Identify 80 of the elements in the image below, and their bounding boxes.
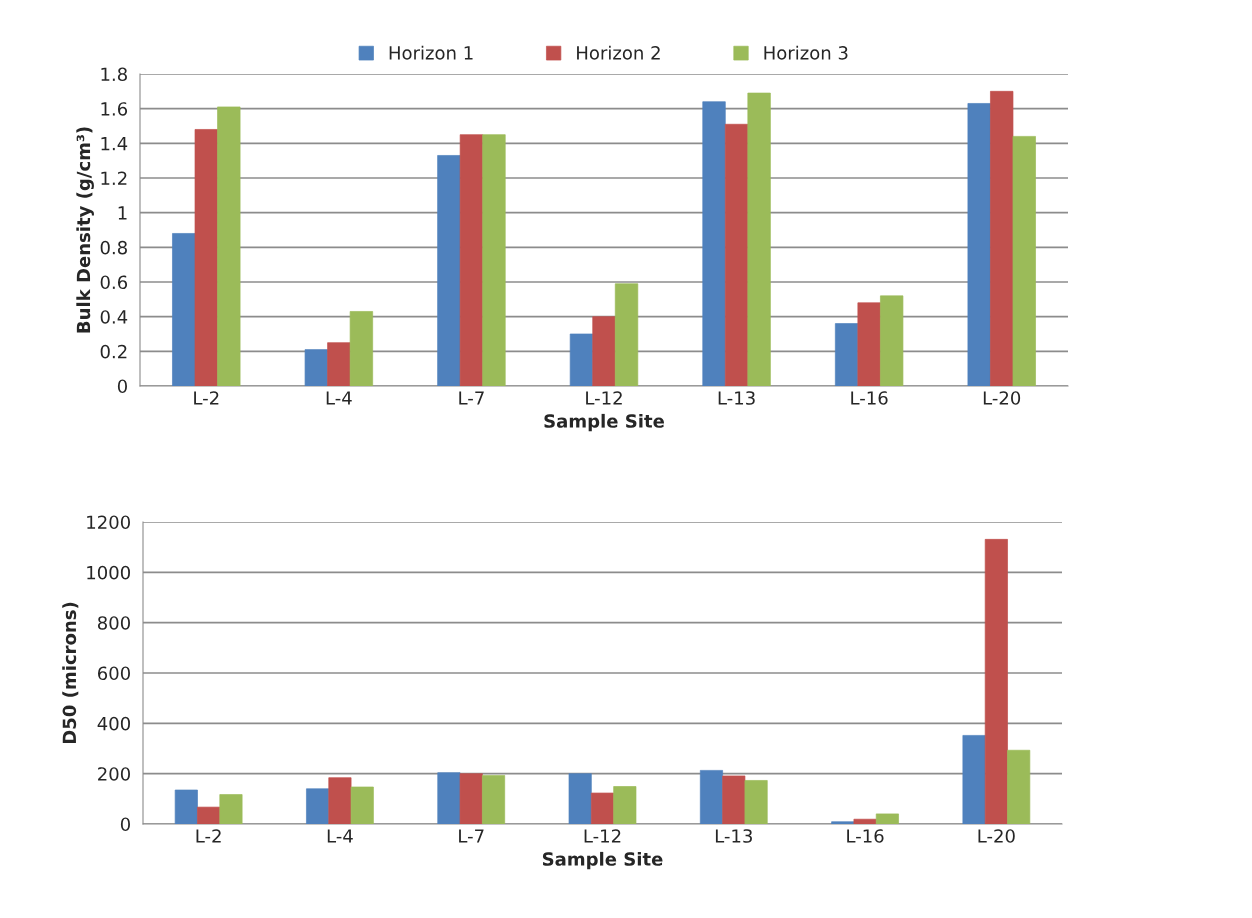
x-tick-label: L-7 xyxy=(459,829,484,843)
bar xyxy=(568,773,592,824)
bar xyxy=(349,311,374,386)
bar xyxy=(834,323,859,386)
y-tick-label: 1.2 xyxy=(101,171,127,185)
bar xyxy=(724,123,749,386)
x-axis-title: Sample Site xyxy=(542,851,663,870)
bar xyxy=(614,283,639,386)
bar xyxy=(569,333,594,386)
y-tick-label: 0 xyxy=(117,379,127,394)
bar xyxy=(831,821,855,824)
y-tick-label: 0.2 xyxy=(100,344,127,359)
x-tick-label: L-7 xyxy=(459,391,484,405)
x-tick-label: L-2 xyxy=(194,391,219,405)
bar xyxy=(990,90,1014,386)
legend-label: Horizon 3 xyxy=(764,45,848,60)
y-tick-label: 0.4 xyxy=(100,310,128,324)
bar xyxy=(172,233,196,386)
bar xyxy=(853,818,877,824)
bar xyxy=(857,302,881,386)
bar xyxy=(459,134,484,386)
x-tick-label: L-13 xyxy=(715,829,752,843)
bar xyxy=(613,786,637,824)
bar xyxy=(482,134,506,386)
x-tick-label: L-12 xyxy=(584,829,621,843)
bar xyxy=(459,773,483,824)
bar xyxy=(197,806,221,824)
bar xyxy=(174,789,198,824)
x-tick-label: L-4 xyxy=(327,829,353,843)
bar xyxy=(194,129,218,386)
x-tick-label: L-12 xyxy=(586,391,622,405)
y-tick-label: 1.4 xyxy=(101,137,128,151)
y-axis-title: D50 (microns) xyxy=(62,602,79,744)
bar xyxy=(590,792,615,824)
bar xyxy=(482,775,506,824)
bar xyxy=(722,775,746,824)
x-tick-label: L-20 xyxy=(983,391,1021,405)
bar xyxy=(1007,749,1031,824)
x-axis-title: Sample Site xyxy=(544,413,664,432)
y-tick-label: 1.6 xyxy=(101,102,128,116)
bar xyxy=(702,101,726,386)
y-tick-label: 0 xyxy=(120,817,130,832)
x-tick-label: L-20 xyxy=(978,829,1015,843)
y-tick-label: 200 xyxy=(98,767,130,781)
bar xyxy=(592,316,616,386)
bar xyxy=(217,106,241,386)
y-tick-label: 1200 xyxy=(87,515,130,530)
bar xyxy=(699,770,723,824)
x-tick-label: L-16 xyxy=(847,829,884,843)
y-tick-label: 400 xyxy=(97,716,130,731)
bar xyxy=(1012,136,1036,386)
bar xyxy=(744,780,768,824)
x-tick-label: L-4 xyxy=(326,391,352,405)
bar xyxy=(967,103,991,386)
legend-label: Horizon 1 xyxy=(389,45,473,60)
x-tick-label: L-13 xyxy=(718,391,755,405)
y-tick-label: 1000 xyxy=(87,565,130,580)
bar xyxy=(747,92,771,386)
bar xyxy=(437,155,461,386)
bar xyxy=(328,777,352,824)
x-tick-label: L-16 xyxy=(851,391,888,405)
bar xyxy=(306,788,330,824)
y-tick-label: 0.8 xyxy=(100,240,127,255)
bar xyxy=(304,349,328,386)
bar xyxy=(962,735,986,824)
x-tick-label: L-2 xyxy=(196,829,221,843)
bar xyxy=(327,342,351,386)
bar xyxy=(880,295,904,386)
bar xyxy=(437,772,461,824)
bar xyxy=(350,786,374,824)
y-tick-label: 600 xyxy=(97,666,130,681)
bar xyxy=(984,539,1008,824)
bar xyxy=(875,813,899,824)
y-tick-label: 1.8 xyxy=(101,67,127,82)
bar xyxy=(219,794,243,824)
y-tick-label: 1 xyxy=(118,206,127,220)
y-tick-label: 0.6 xyxy=(100,275,128,290)
y-axis-title: Bulk Density (g/cm³) xyxy=(76,127,94,333)
legend-label: Horizon 2 xyxy=(577,45,660,60)
y-tick-label: 800 xyxy=(97,616,130,630)
